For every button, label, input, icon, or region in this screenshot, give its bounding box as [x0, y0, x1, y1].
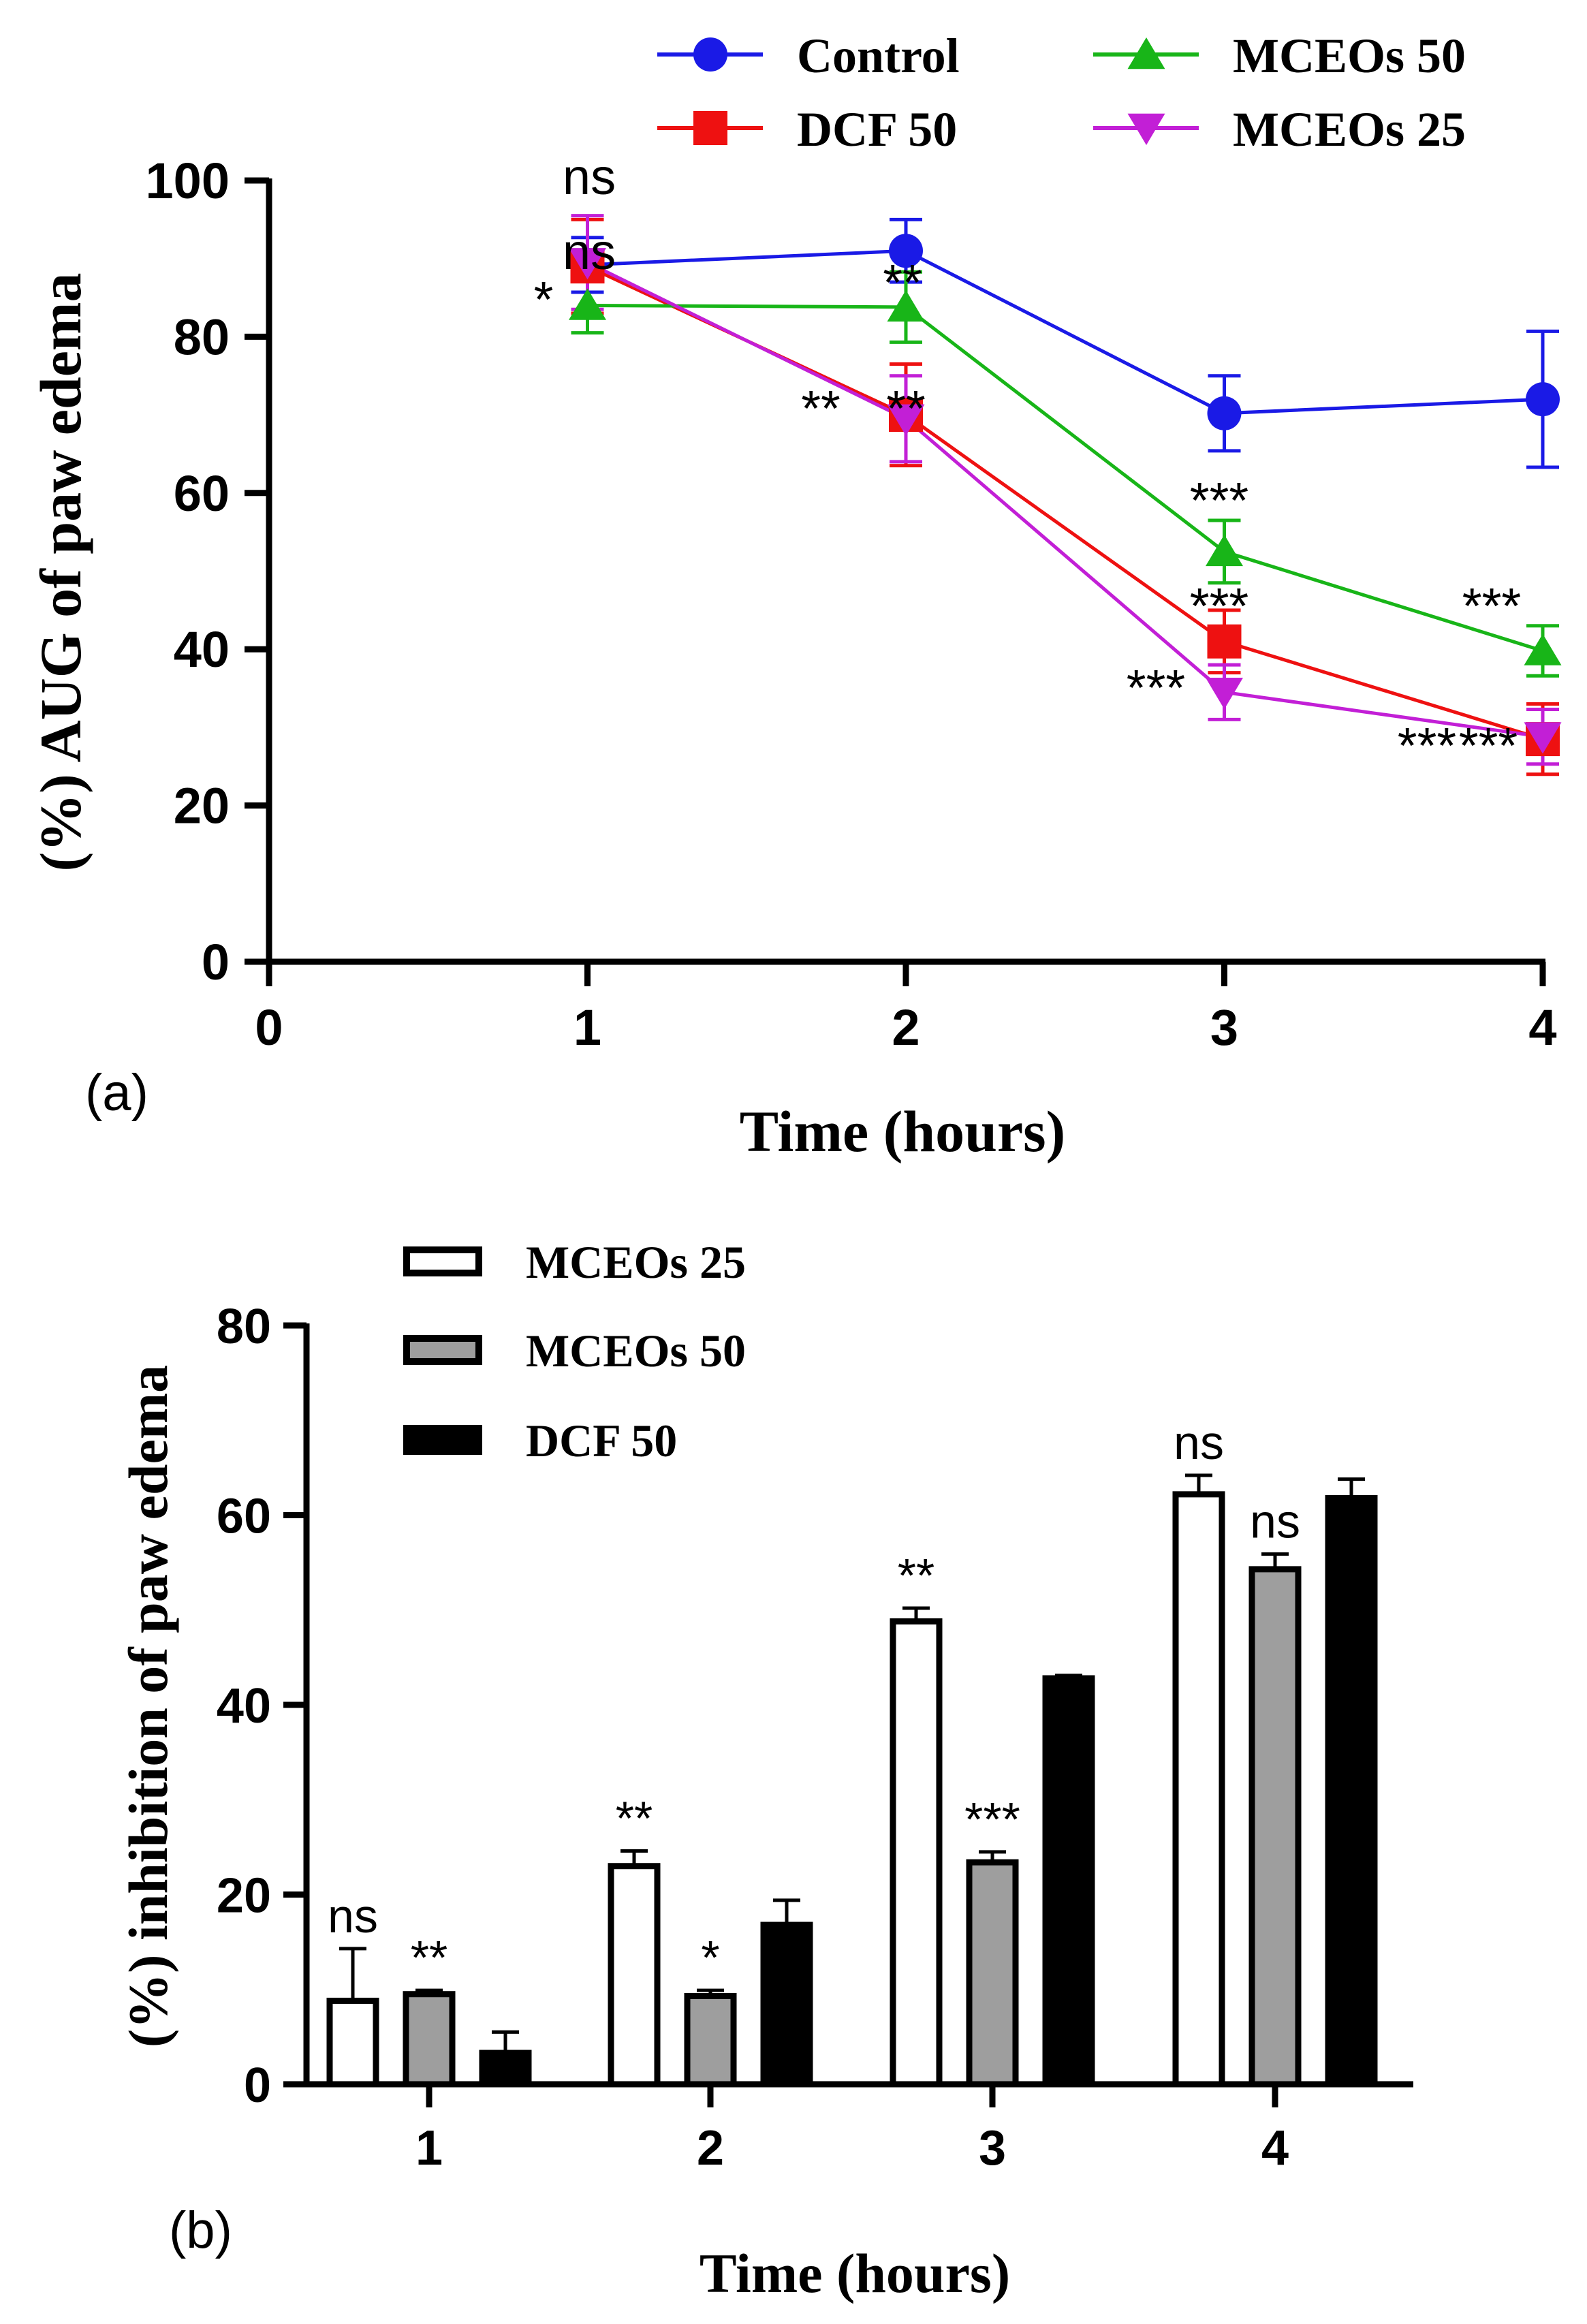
significance-label: ns: [328, 1889, 378, 1943]
significance-label: ***: [1459, 717, 1518, 774]
series-line: [587, 304, 1543, 653]
data-point: [1207, 396, 1242, 430]
x-tick-label: 4: [1528, 999, 1556, 1056]
significance-label: ***: [964, 1793, 1020, 1846]
significance-label: ***: [1398, 717, 1456, 774]
x-tick-label: 1: [573, 999, 601, 1056]
significance-label: **: [883, 254, 922, 311]
significance-label: ***: [1127, 659, 1185, 716]
significance-label: ns: [563, 148, 616, 205]
data-point: [569, 248, 606, 280]
significance-label: ***: [1190, 472, 1248, 529]
legend-label: MCEOs 50: [1233, 29, 1466, 83]
significance-label: **: [898, 1549, 934, 1602]
bar: [403, 1991, 456, 2088]
bar: [760, 1921, 813, 2088]
bar: [608, 1863, 661, 2088]
y-tick-label: 0: [202, 934, 230, 990]
legend-marker: [693, 111, 727, 145]
significance-label: ns: [1250, 1495, 1300, 1548]
x-tick-label: 4: [1261, 2121, 1289, 2176]
legend-label: MCEOs 50: [526, 1325, 746, 1377]
bar: [326, 1997, 379, 2088]
legend-label: MCEOs 25: [1233, 102, 1466, 157]
y-tick-label: 40: [217, 1679, 271, 1733]
series-line: [587, 249, 1543, 415]
significance-label: ***: [1462, 578, 1521, 634]
bar: [684, 1992, 737, 2088]
significance-label: ns: [1174, 1416, 1224, 1469]
y-tick-label: 100: [146, 153, 230, 209]
bar: [1325, 1494, 1378, 2088]
y-axis-title: (%) inhibition of paw edema: [117, 1365, 179, 2047]
significance-label: **: [801, 380, 840, 437]
data-point: [1207, 624, 1242, 659]
x-tick-label: 2: [697, 2121, 724, 2176]
significance-label: *: [701, 1931, 719, 1984]
x-tick-label: 1: [415, 2121, 443, 2176]
x-axis-title: Time (hours): [740, 1099, 1066, 1164]
significance-label: ***: [1190, 578, 1248, 634]
y-tick-label: 20: [217, 1869, 271, 1923]
x-tick-label: 3: [1210, 999, 1238, 1056]
legend-label: Control: [797, 29, 960, 83]
significance-label: ns: [563, 223, 616, 280]
panel-b-bar-chart: 0 20 40 60 80 1 2 3 4 Time (hours) (%) inhibition …: [117, 1236, 1413, 2304]
legend-swatch: [403, 1335, 482, 1365]
panel-label: (b): [169, 2201, 232, 2259]
x-tick-label: 0: [255, 999, 283, 1056]
x-tick-label: 3: [979, 2121, 1006, 2176]
y-tick-label: 80: [217, 1300, 271, 1354]
y-tick-label: 20: [174, 778, 230, 834]
bar: [1248, 1566, 1302, 2088]
bar: [1172, 1491, 1225, 2088]
legend-label: DCF 50: [526, 1415, 677, 1466]
series-line: [586, 264, 1543, 741]
legend-marker: [1127, 113, 1165, 145]
data-point: [1526, 382, 1560, 417]
bar: [1042, 1675, 1095, 2088]
bar: [890, 1618, 943, 2088]
y-tick-label: 0: [244, 2058, 271, 2113]
legend-label: DCF 50: [797, 102, 957, 157]
legend-swatch: [403, 1425, 482, 1455]
series-line: [586, 261, 1543, 739]
significance-label: **: [616, 1791, 653, 1844]
y-tick-label: 80: [174, 309, 230, 365]
bar: [966, 1859, 1019, 2088]
legend-label: MCEOs 25: [526, 1236, 746, 1288]
data-point: [889, 234, 923, 268]
x-tick-label: 2: [892, 999, 920, 1056]
data-point: [887, 289, 925, 322]
panel-label: (a): [85, 1064, 148, 1122]
y-tick-label: 40: [174, 621, 230, 678]
significance-label: **: [886, 380, 926, 437]
legend-swatch: [403, 1246, 482, 1276]
data-point: [1206, 534, 1243, 567]
data-point: [1524, 633, 1562, 665]
significance-label: **: [411, 1931, 447, 1984]
data-point: [1206, 678, 1243, 710]
panel-a-line-chart: 0 20 40 60 80 100 0 1 2 3 4 Time (hours) (%) AUG of …: [28, 29, 1562, 1164]
legend-marker: [1127, 37, 1165, 69]
bar: [479, 2050, 532, 2088]
y-axis-title: (%) AUG of paw edema: [28, 272, 93, 871]
y-tick-label: 60: [217, 1490, 271, 1544]
significance-label: *: [534, 271, 554, 328]
x-axis-title: Time (hours): [700, 2242, 1010, 2304]
data-point: [569, 288, 606, 320]
data-point: [887, 404, 925, 436]
y-tick-label: 60: [174, 465, 230, 522]
data-point: [1524, 722, 1562, 754]
legend-marker: [693, 37, 727, 72]
